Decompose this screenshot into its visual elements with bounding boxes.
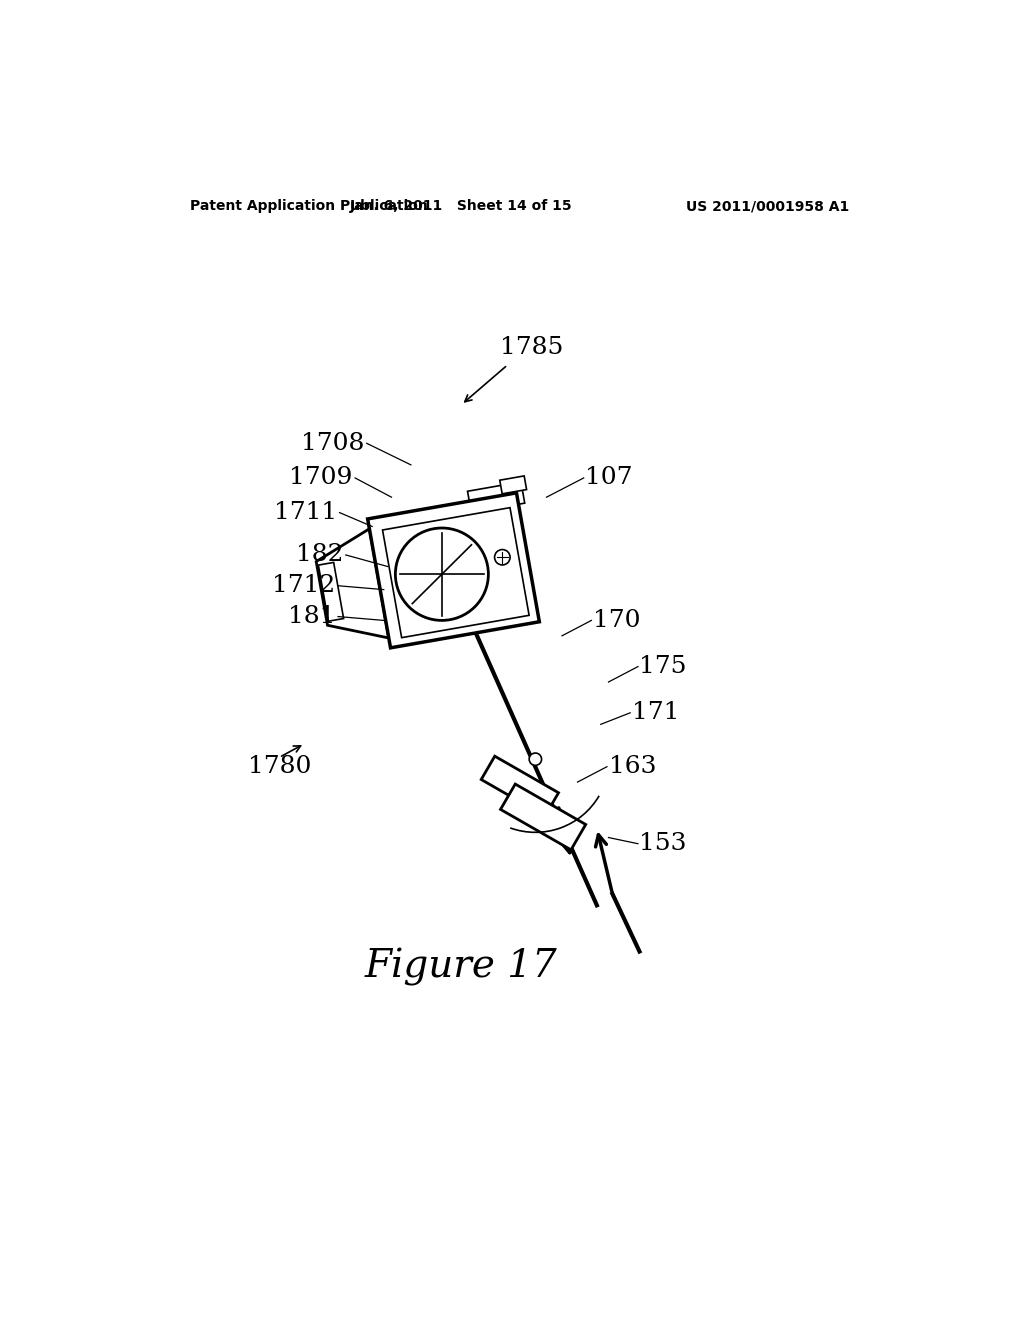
Polygon shape	[318, 562, 344, 622]
Text: 1785: 1785	[500, 335, 563, 359]
Polygon shape	[468, 482, 524, 512]
Text: 1708: 1708	[301, 432, 365, 455]
Text: 107: 107	[586, 466, 633, 490]
Polygon shape	[368, 492, 540, 648]
Text: Patent Application Publication: Patent Application Publication	[190, 199, 428, 213]
Polygon shape	[481, 756, 558, 816]
Circle shape	[395, 528, 488, 620]
Text: Figure 17: Figure 17	[365, 948, 558, 986]
Text: 171: 171	[632, 701, 679, 725]
Text: 1780: 1780	[248, 755, 311, 779]
Text: 175: 175	[640, 655, 687, 678]
Text: US 2011/0001958 A1: US 2011/0001958 A1	[686, 199, 849, 213]
Text: 1712: 1712	[272, 574, 336, 597]
Polygon shape	[316, 529, 389, 638]
Circle shape	[495, 549, 510, 565]
Text: Jan. 6, 2011   Sheet 14 of 15: Jan. 6, 2011 Sheet 14 of 15	[350, 199, 572, 213]
Text: 1711: 1711	[274, 502, 337, 524]
Text: 1709: 1709	[290, 466, 352, 490]
Text: 170: 170	[593, 609, 640, 632]
Circle shape	[529, 752, 542, 766]
Text: 181: 181	[289, 605, 336, 628]
Polygon shape	[500, 477, 526, 494]
Polygon shape	[501, 784, 586, 850]
Polygon shape	[383, 508, 529, 638]
Text: 153: 153	[640, 832, 687, 855]
Text: 163: 163	[608, 755, 656, 779]
Text: 182: 182	[296, 544, 343, 566]
